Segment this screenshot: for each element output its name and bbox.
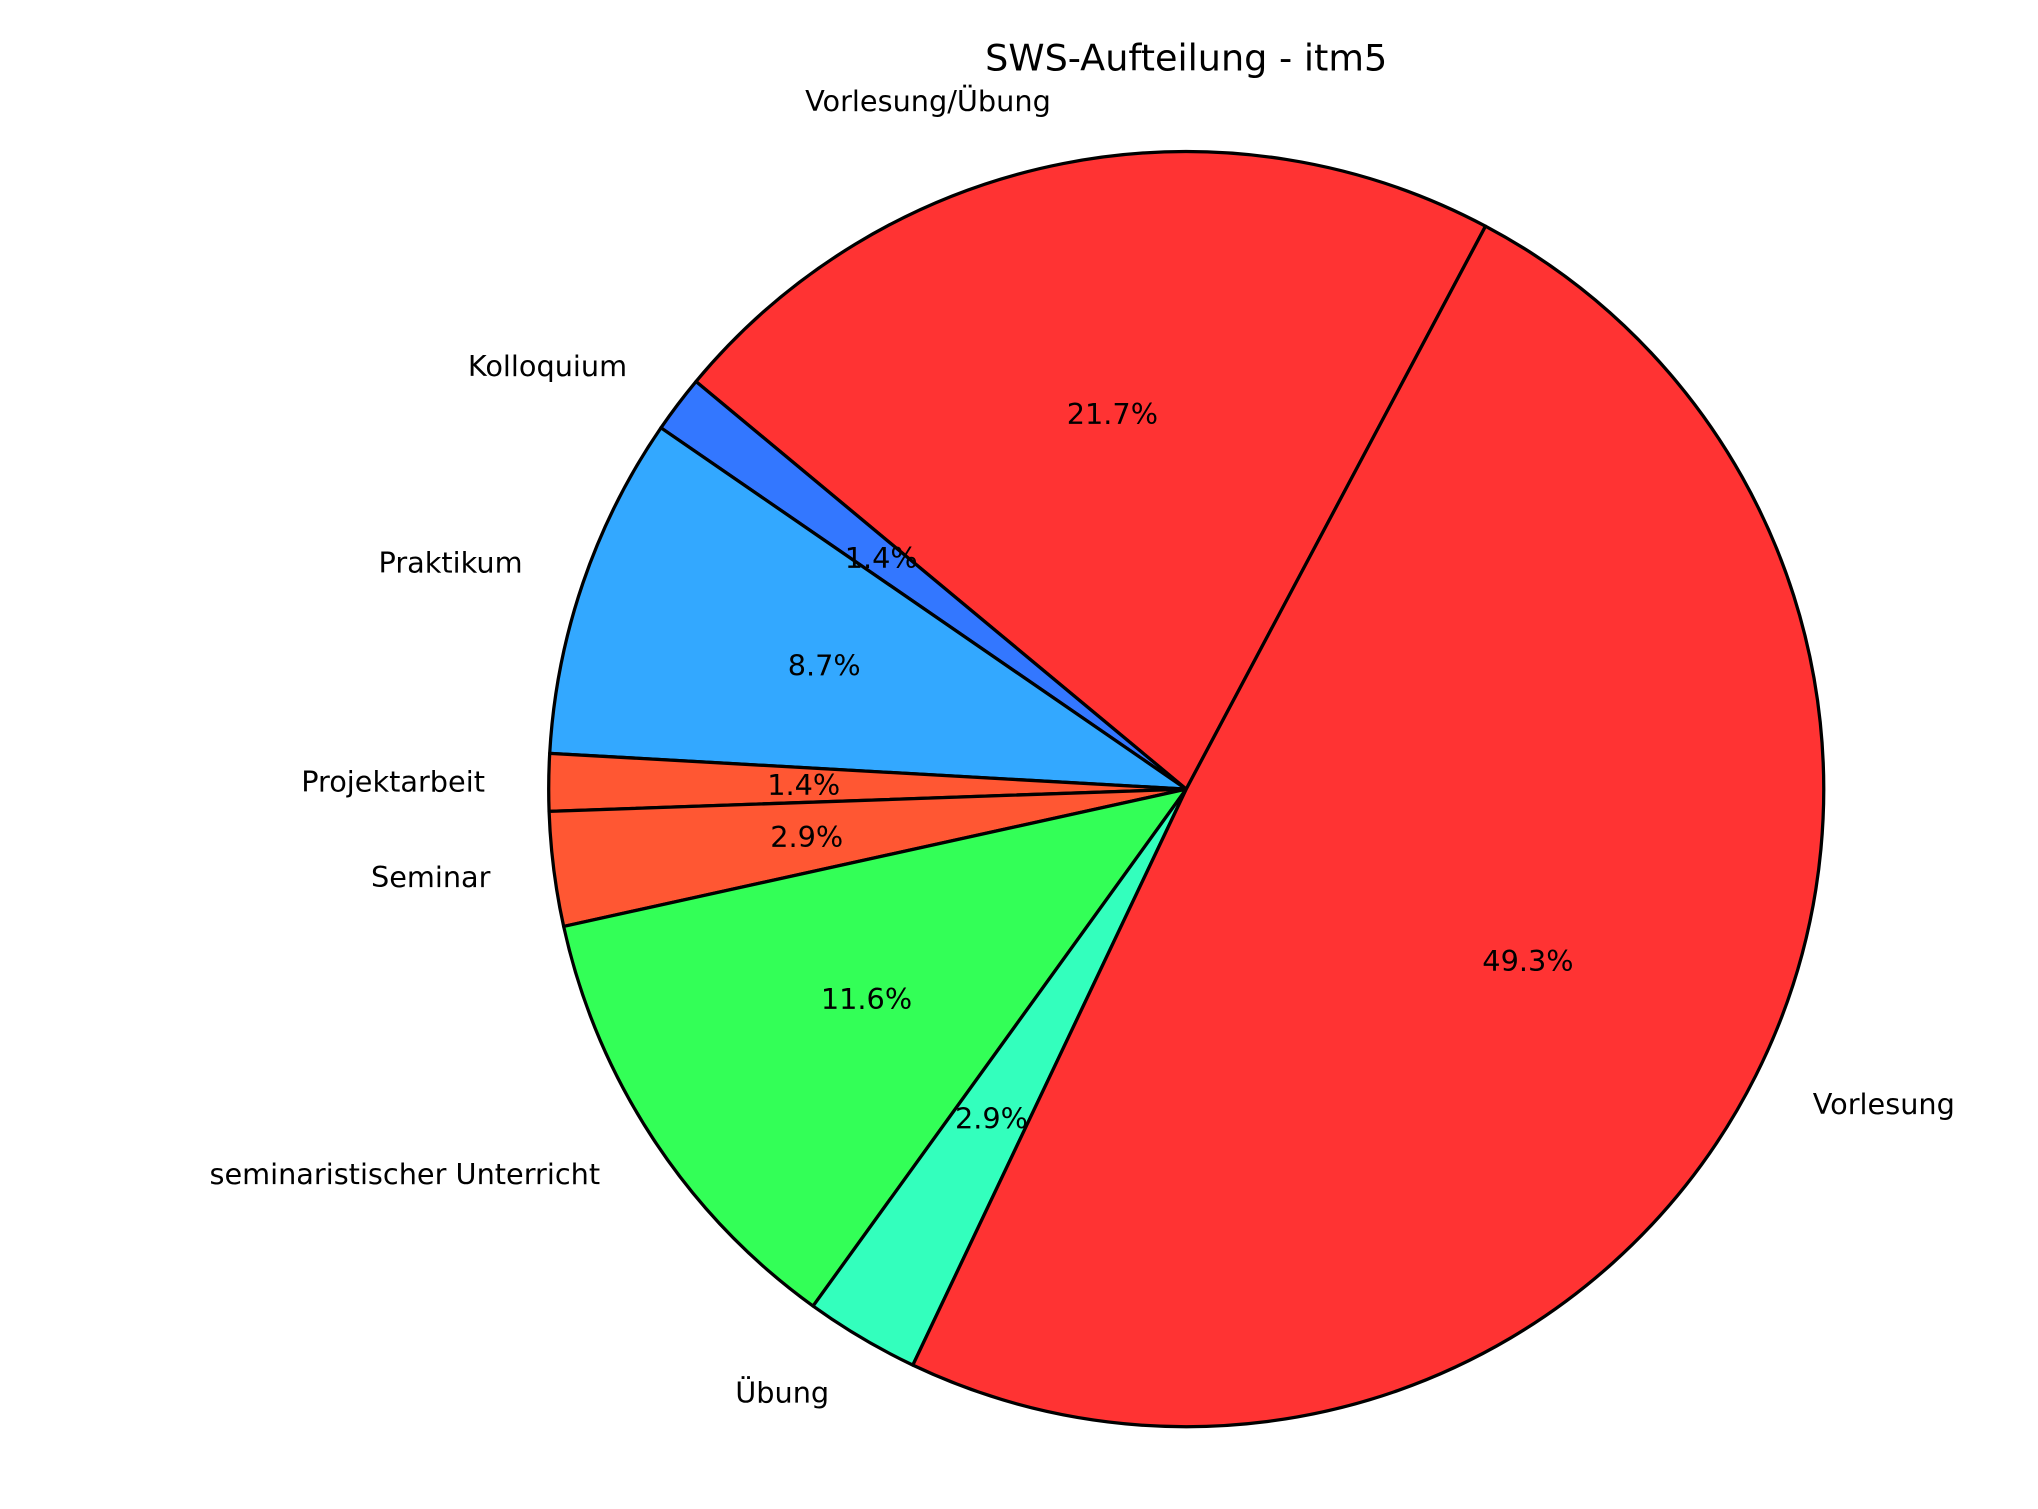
slice-label: Vorlesung <box>1813 1087 1955 1121</box>
pie-slice-7 <box>911 224 1826 1429</box>
pie-slice-5 <box>562 787 1188 1308</box>
slice-label: Seminar <box>371 860 491 894</box>
slice-label: Vorlesung/Übung <box>805 84 1051 118</box>
slice-percent-label: 49.3% <box>1482 944 1573 978</box>
slice-label: seminaristischer Unterricht <box>209 1157 600 1191</box>
slice-label: Praktikum <box>379 545 523 579</box>
slice-percent-label: 2.9% <box>770 820 843 854</box>
slice-percent-label: 8.7% <box>788 648 861 682</box>
slice-percent-label: 1.4% <box>845 541 918 575</box>
slice-label: Übung <box>735 1376 829 1410</box>
slice-percent-label: 1.4% <box>767 768 840 802</box>
slice-label: Projektarbeit <box>301 765 485 799</box>
slice-percent-label: 11.6% <box>821 982 912 1016</box>
chart-title: SWS-Aufteilung - itm5 <box>985 37 1387 80</box>
pie-slice-0 <box>694 149 1488 791</box>
slice-label: Kolloquium <box>468 349 627 383</box>
pie-slice-2 <box>548 426 1188 791</box>
slice-percent-label: 2.9% <box>955 1101 1028 1135</box>
slice-percent-label: 21.7% <box>1067 397 1158 431</box>
